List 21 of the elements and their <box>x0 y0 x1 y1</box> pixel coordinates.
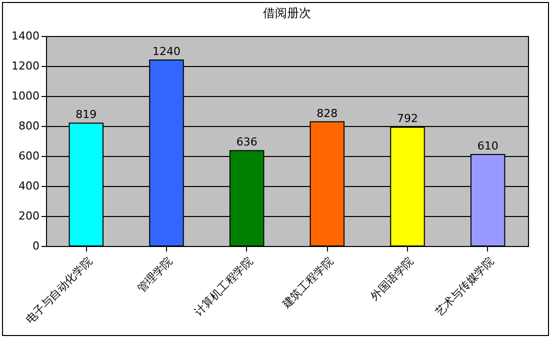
x-tick-label: 计算机工程学院 <box>192 254 256 318</box>
y-tick-label: 1000 <box>12 90 40 102</box>
chart-title: 借阅册次 <box>263 6 311 20</box>
x-tick-label: 外国语学院 <box>368 254 416 303</box>
y-tick-label: 1400 <box>12 30 40 42</box>
x-tick-label: 建筑工程学院 <box>279 254 336 312</box>
y-tick-label: 400 <box>18 180 40 192</box>
data-label: 819 <box>76 108 97 122</box>
data-label: 636 <box>236 136 258 149</box>
x-tick-label: 管理学院 <box>134 254 175 296</box>
data-label: 828 <box>316 106 338 120</box>
y-tick-label: 200 <box>18 210 40 222</box>
data-label: 792 <box>397 112 418 126</box>
data-label: 1240 <box>152 45 180 58</box>
x-tick-label: 电子与自动化学院 <box>23 254 95 326</box>
y-tick-label: 1200 <box>12 60 40 72</box>
y-tick-label: 800 <box>18 120 40 132</box>
y-tick-label: 0 <box>32 240 40 252</box>
x-tick-label: 艺术与传媒学院 <box>432 254 496 318</box>
data-label: 610 <box>477 140 498 152</box>
y-tick-label: 600 <box>18 150 40 162</box>
